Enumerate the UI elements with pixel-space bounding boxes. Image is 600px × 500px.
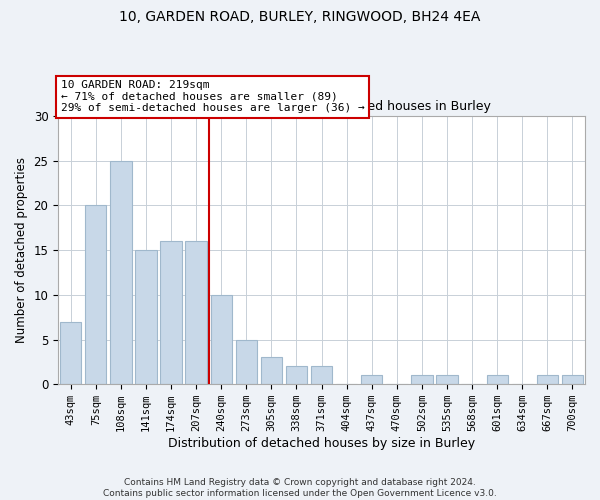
- Bar: [160, 241, 182, 384]
- Bar: [85, 206, 106, 384]
- Bar: [261, 358, 282, 384]
- Bar: [487, 376, 508, 384]
- Bar: [311, 366, 332, 384]
- Bar: [537, 376, 558, 384]
- Bar: [211, 295, 232, 384]
- Bar: [562, 376, 583, 384]
- Bar: [60, 322, 82, 384]
- Text: 10, GARDEN ROAD, BURLEY, RINGWOOD, BH24 4EA: 10, GARDEN ROAD, BURLEY, RINGWOOD, BH24 …: [119, 10, 481, 24]
- Bar: [411, 376, 433, 384]
- X-axis label: Distribution of detached houses by size in Burley: Distribution of detached houses by size …: [168, 437, 475, 450]
- Bar: [361, 376, 382, 384]
- Title: Size of property relative to detached houses in Burley: Size of property relative to detached ho…: [152, 100, 491, 114]
- Bar: [436, 376, 458, 384]
- Bar: [286, 366, 307, 384]
- Bar: [110, 160, 131, 384]
- Y-axis label: Number of detached properties: Number of detached properties: [15, 157, 28, 343]
- Bar: [236, 340, 257, 384]
- Text: 10 GARDEN ROAD: 219sqm
← 71% of detached houses are smaller (89)
29% of semi-det: 10 GARDEN ROAD: 219sqm ← 71% of detached…: [61, 80, 365, 114]
- Text: Contains HM Land Registry data © Crown copyright and database right 2024.
Contai: Contains HM Land Registry data © Crown c…: [103, 478, 497, 498]
- Bar: [185, 241, 207, 384]
- Bar: [135, 250, 157, 384]
